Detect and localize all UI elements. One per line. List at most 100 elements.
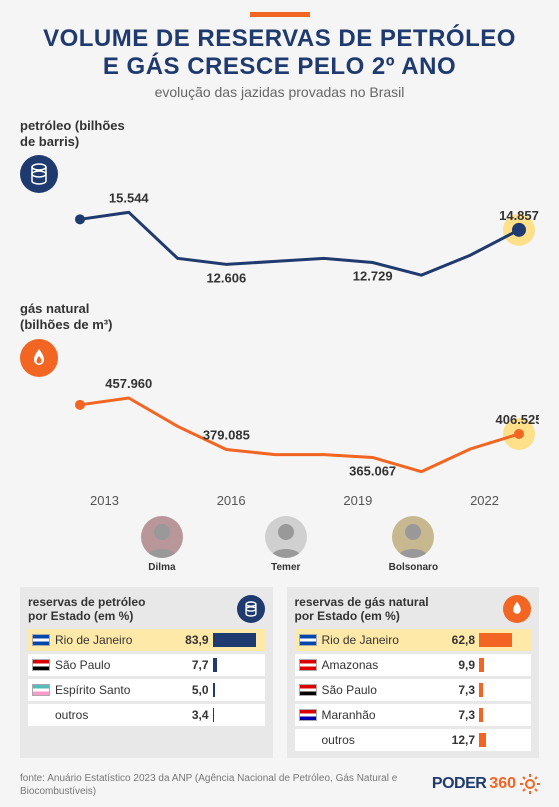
table-row: São Paulo7,7 bbox=[28, 654, 265, 676]
year-tick: 2019 bbox=[343, 493, 372, 508]
state-value: 7,3 bbox=[437, 683, 475, 697]
gas-state-table: reservas de gás natural por Estado (em %… bbox=[287, 587, 540, 759]
year-tick: 2013 bbox=[90, 493, 119, 508]
main-title: VOLUME DE RESERVAS DE PETRÓLEO E GÁS CRE… bbox=[20, 25, 539, 80]
gas-chart-block: gás natural (bilhões de m³) 457.960 379.0… bbox=[20, 301, 539, 486]
oil-state-table: reservas de petróleo por Estado (em %) R… bbox=[20, 587, 273, 759]
oil-table-rows: Rio de Janeiro83,9 São Paulo7,7 Espírito S… bbox=[28, 629, 265, 726]
state-name: Rio de Janeiro bbox=[322, 633, 438, 647]
oil-barrel-icon bbox=[237, 595, 265, 623]
table-row: outros12,7 bbox=[295, 729, 532, 751]
president-name: Temer bbox=[265, 562, 307, 573]
chart-marker bbox=[514, 429, 524, 439]
table-row: Rio de Janeiro83,9 bbox=[28, 629, 265, 651]
chart-value-label: 379.085 bbox=[203, 427, 250, 442]
accent-bar bbox=[250, 12, 310, 17]
presidents-row: Dilma Temer Bolsonaro bbox=[100, 516, 479, 573]
bar-cell bbox=[213, 633, 265, 647]
chart-value-label: 12.606 bbox=[206, 271, 246, 286]
table-row: Amazonas9,9 bbox=[295, 654, 532, 676]
chart-value-label: 457.960 bbox=[105, 377, 152, 391]
state-flag-icon bbox=[32, 634, 50, 646]
president-item: Dilma bbox=[141, 516, 183, 573]
state-flag-icon bbox=[299, 634, 317, 646]
state-flag-icon bbox=[299, 709, 317, 721]
state-name: São Paulo bbox=[322, 683, 438, 697]
state-name: Rio de Janeiro bbox=[55, 633, 171, 647]
state-value: 7,7 bbox=[171, 658, 209, 672]
chart-value-label: 12.729 bbox=[353, 269, 393, 284]
president-avatar bbox=[265, 516, 307, 558]
state-value: 7,3 bbox=[437, 708, 475, 722]
state-name: outros bbox=[55, 708, 171, 722]
state-flag-icon bbox=[299, 684, 317, 696]
table-row: Rio de Janeiro62,8 bbox=[295, 629, 532, 651]
logo-suffix: 360 bbox=[489, 775, 516, 793]
subtitle: evolução das jazidas provadas no Brasil bbox=[20, 84, 539, 100]
bar-cell bbox=[479, 658, 531, 672]
chart-marker bbox=[75, 399, 85, 409]
oil-table-header: reservas de petróleo por Estado (em %) bbox=[28, 595, 265, 624]
table-row: São Paulo7,3 bbox=[295, 679, 532, 701]
chart-value-label: 365.067 bbox=[349, 463, 396, 478]
value-bar bbox=[213, 683, 216, 697]
oil-barrel-icon bbox=[20, 155, 58, 193]
president-name: Dilma bbox=[141, 562, 183, 573]
bar-cell bbox=[479, 733, 531, 747]
state-value: 9,9 bbox=[437, 658, 475, 672]
bar-cell bbox=[479, 683, 531, 697]
state-name: Maranhão bbox=[322, 708, 438, 722]
bar-cell bbox=[213, 708, 265, 722]
state-flag-icon bbox=[32, 684, 50, 696]
president-avatar bbox=[141, 516, 183, 558]
source-text: fonte: Anuário Estatístico 2023 da ANP (… bbox=[20, 772, 420, 798]
title-line2: E GÁS CRESCE PELO 2º ANO bbox=[103, 53, 456, 80]
oil-chart-label: petróleo (bilhões de barris) bbox=[20, 118, 539, 149]
state-name: Espírito Santo bbox=[55, 683, 171, 697]
gas-line-chart: 457.960 379.085 365.067 406.525 bbox=[20, 377, 539, 487]
value-bar bbox=[479, 708, 483, 722]
value-bar bbox=[213, 708, 215, 722]
infographic-container: VOLUME DE RESERVAS DE PETRÓLEO E GÁS CRE… bbox=[0, 0, 559, 807]
value-bar bbox=[479, 658, 484, 672]
state-flag-icon bbox=[32, 659, 50, 671]
president-name: Bolsonaro bbox=[389, 562, 438, 573]
state-value: 3,4 bbox=[171, 708, 209, 722]
xaxis-years: 2013 2016 2019 2022 bbox=[90, 493, 499, 508]
chart-value-label: 406.525 bbox=[496, 412, 540, 427]
year-tick: 2016 bbox=[217, 493, 246, 508]
gas-table-rows: Rio de Janeiro62,8Amazonas9,9São Paulo7,… bbox=[295, 629, 532, 751]
president-item: Bolsonaro bbox=[389, 516, 438, 573]
value-bar bbox=[479, 633, 512, 647]
logo-sun-icon bbox=[519, 773, 541, 795]
chart-value-label: 15.544 bbox=[109, 193, 150, 205]
state-flag-icon bbox=[299, 659, 317, 671]
state-value: 12,7 bbox=[437, 733, 475, 747]
value-bar bbox=[479, 683, 483, 697]
gas-flame-icon bbox=[20, 339, 58, 377]
bar-cell bbox=[479, 708, 531, 722]
state-value: 83,9 bbox=[171, 633, 209, 647]
president-avatar bbox=[392, 516, 434, 558]
value-bar bbox=[213, 658, 217, 672]
value-bar bbox=[479, 733, 486, 747]
president-item: Temer bbox=[265, 516, 307, 573]
title-line1: VOLUME DE RESERVAS DE PETRÓLEO bbox=[43, 25, 516, 52]
publisher-logo: PODER360 bbox=[432, 773, 541, 795]
chart-line bbox=[80, 213, 519, 276]
gas-flame-icon bbox=[503, 595, 531, 623]
state-tables-row: reservas de petróleo por Estado (em %) R… bbox=[20, 587, 539, 759]
gas-chart-label: gás natural (bilhões de m³) bbox=[20, 301, 539, 332]
state-name: Amazonas bbox=[322, 658, 438, 672]
table-row: Maranhão7,3 bbox=[295, 704, 532, 726]
flag-spacer bbox=[32, 709, 50, 721]
state-value: 62,8 bbox=[437, 633, 475, 647]
year-tick: 2022 bbox=[470, 493, 499, 508]
bar-cell bbox=[213, 683, 265, 697]
flag-spacer bbox=[299, 734, 317, 746]
oil-chart-block: petróleo (bilhões de barris) 15.544 12.60… bbox=[20, 118, 539, 293]
chart-line bbox=[80, 398, 519, 472]
state-value: 5,0 bbox=[171, 683, 209, 697]
bar-cell bbox=[213, 658, 265, 672]
value-bar bbox=[213, 633, 257, 647]
